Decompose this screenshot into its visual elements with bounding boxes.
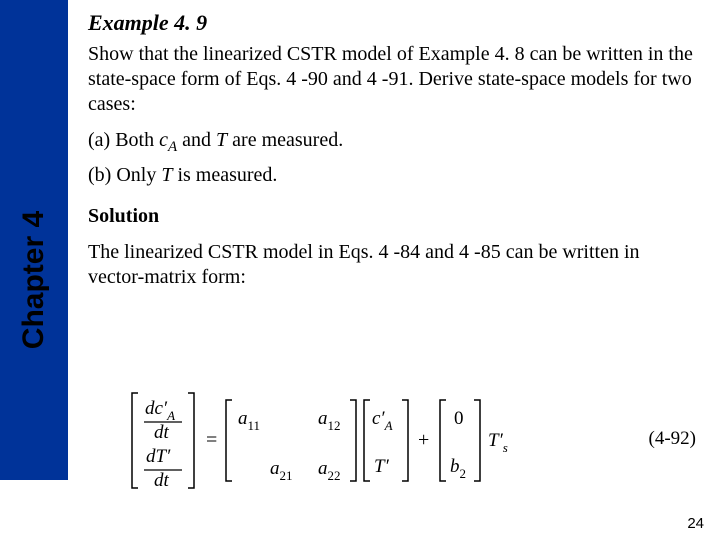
solution-text: The linearized CSTR model in Eqs. 4 -84 … (88, 240, 700, 290)
equation-label: (4-92) (649, 428, 696, 450)
r2: b (450, 456, 460, 477)
r1: 0 (454, 408, 464, 429)
svg-text:b2: b2 (450, 456, 466, 481)
item-a: (a) Both cA and T are measured. (88, 129, 700, 156)
example-title: Example 4. 9 (88, 10, 700, 36)
eq-lhs-bot: dT′ (146, 446, 171, 467)
eq-dt2: dt (154, 470, 170, 491)
a22-sub: 22 (328, 468, 341, 483)
eq-lhs-top: dc′ (145, 398, 168, 419)
eq-dt1: dt (154, 422, 170, 443)
item-b-var: T (161, 164, 172, 186)
a12-sub: 12 (328, 418, 341, 433)
item-b: (b) Only T is measured. (88, 164, 700, 187)
page-number: 24 (687, 515, 704, 532)
v1: c′ (372, 408, 385, 429)
svg-text:a12: a12 (318, 408, 341, 433)
intro-text: Show that the linearized CSTR model of E… (88, 42, 700, 117)
item-a-suffix: are measured. (227, 129, 343, 151)
a22: a (318, 458, 328, 479)
a11-sub: 11 (248, 418, 261, 433)
ts: T′ (488, 430, 504, 451)
svg-text:a21: a21 (270, 458, 293, 483)
svg-text:a11: a11 (238, 408, 260, 433)
chapter-label: Chapter 4 (17, 211, 51, 349)
item-b-prefix: (b) Only (88, 164, 161, 186)
svg-text:=: = (206, 429, 217, 451)
svg-text:dc′A: dc′A (145, 398, 175, 423)
svg-text:a22: a22 (318, 458, 341, 483)
item-a-prefix: (a) Both (88, 129, 159, 151)
item-a-mid: and (177, 129, 216, 151)
v1-sub: A (384, 418, 393, 433)
item-b-suffix: is measured. (172, 164, 277, 186)
svg-text:+: + (418, 429, 429, 451)
ts-sub: s (503, 440, 508, 455)
content-area: Example 4. 9 Show that the linearized CS… (88, 10, 700, 302)
equation: dc′A dt dT′ dt = a11 a12 a21 a22 c′A T′ … (130, 388, 610, 498)
a21-sub: 21 (280, 468, 293, 483)
item-a-var2: T (216, 129, 227, 151)
item-a-var1: c (159, 129, 168, 151)
a11: a (238, 408, 248, 429)
item-a-sub: A (168, 139, 177, 155)
svg-text:c′A: c′A (372, 408, 393, 433)
eq-lhs-top-sub: A (166, 408, 175, 423)
a12: a (318, 408, 328, 429)
v2: T′ (374, 456, 390, 477)
solution-title: Solution (88, 205, 700, 228)
r2-sub: 2 (460, 466, 467, 481)
svg-text:T′s: T′s (488, 430, 508, 455)
a21: a (270, 458, 280, 479)
